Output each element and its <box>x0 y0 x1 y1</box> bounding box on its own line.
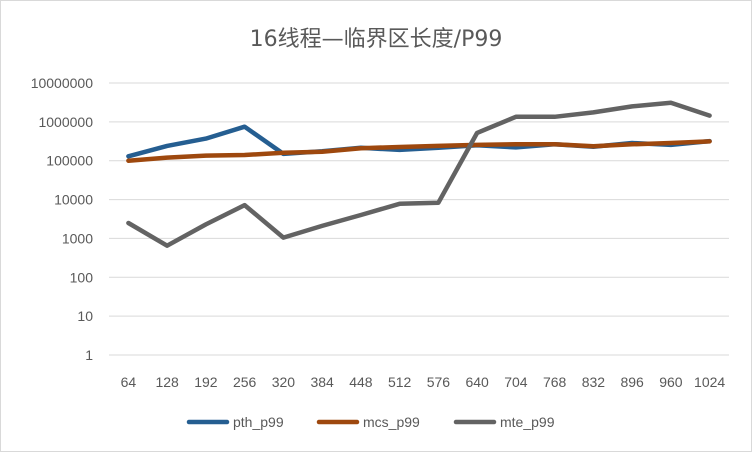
y-tick-label: 1000 <box>62 230 93 246</box>
chart-title: 16线程—临界区长度/P99 <box>250 27 503 52</box>
y-axis-ticks: 1 10 100 1000 10000 100000 1000000 10000000 <box>31 75 94 363</box>
x-tick-label: 704 <box>504 374 528 390</box>
y-tick-label: 1 <box>85 347 93 363</box>
x-tick-label: 832 <box>582 374 606 390</box>
x-tick-label: 192 <box>194 374 218 390</box>
legend-label: mte_p99 <box>500 414 555 430</box>
y-tick-label: 10000000 <box>31 75 94 91</box>
x-tick-label: 576 <box>427 374 451 390</box>
gridlines <box>109 82 729 356</box>
y-tick-label: 10 <box>77 308 93 324</box>
x-tick-label: 960 <box>659 374 683 390</box>
x-tick-label: 128 <box>155 374 179 390</box>
legend-label: pth_p99 <box>233 414 284 430</box>
series-lines <box>126 100 712 248</box>
legend-label: mcs_p99 <box>363 414 420 430</box>
x-tick-label: 896 <box>620 374 644 390</box>
y-tick-label: 100 <box>70 269 94 285</box>
y-tick-label: 100000 <box>46 153 93 169</box>
x-tick-label: 448 <box>349 374 373 390</box>
y-tick-label: 1000000 <box>38 114 93 130</box>
x-tick-label: 640 <box>465 374 489 390</box>
x-tick-label: 512 <box>388 374 412 390</box>
series-line-mcs-p99 <box>126 139 712 163</box>
x-tick-label: 256 <box>233 374 257 390</box>
x-tick-label: 64 <box>121 374 137 390</box>
y-tick-label: 10000 <box>54 192 93 208</box>
x-tick-label: 384 <box>310 374 334 390</box>
x-axis-ticks: 64 128 192 256 320 384 448 512 576 640 704 768 832 89… <box>121 374 726 390</box>
x-tick-label: 1024 <box>694 374 725 390</box>
series-line-pth-p99 <box>126 124 712 159</box>
legend: pth_p99 mcs_p99 mte_p99 <box>186 414 555 430</box>
series-line-mte-p99 <box>126 100 712 248</box>
x-tick-label: 320 <box>272 374 296 390</box>
x-tick-label: 768 <box>543 374 567 390</box>
